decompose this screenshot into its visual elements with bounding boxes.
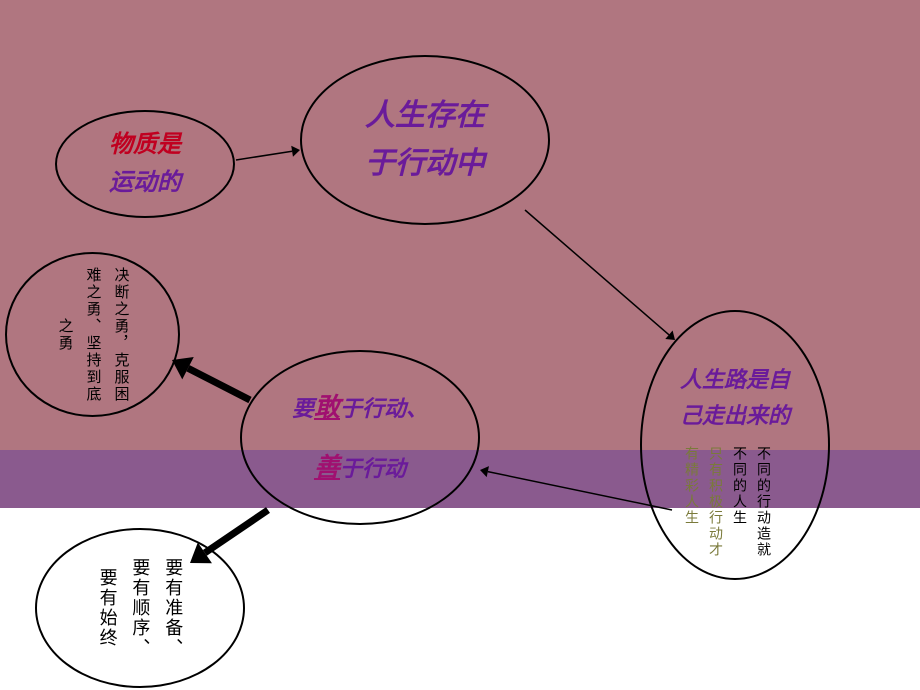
node-courage-types: 决断之勇，克服困难之勇、坚持到底之勇 [5,252,180,417]
node-line: 己走出来的 [680,398,790,433]
node-line: 物质是 [109,126,181,164]
node-line: 要敢于行动、 [292,387,428,429]
node-life-exists-in-action: 人生存在 于行动中 [300,55,550,225]
node-line: 人生路是自 [680,362,790,397]
node-line: 于行动中 [365,140,485,188]
vertical-text-column: 要有始终 [93,558,122,658]
node-matter-is-motion: 物质是 运动的 [55,110,235,218]
node-top-block: 人生路是自 己走出来的 [680,362,790,432]
node-line: 人生存在 [365,92,485,140]
vertical-text-column: 之勇 [53,267,77,403]
vertical-text-column: 有精彩人生 [680,446,700,558]
node-dare-good-at-action: 要敢于行动、 善于行动 [240,350,480,525]
vertical-text-column: 要有顺序、 [126,558,155,658]
node-prepare-order-finish: 要有准备、要有顺序、要有始终 [35,528,245,688]
node-courage-text: 决断之勇，克服困难之勇、坚持到底之勇 [53,267,133,403]
text-run: 善 [314,453,340,482]
node-line: 善于行动 [314,447,406,489]
vertical-text-column: 难之勇、坚持到底 [81,267,105,403]
vertical-text-column: 要有准备、 [158,558,187,658]
text-run: 于行动、 [340,396,428,421]
text-run: 敢 [314,393,340,422]
text-run: 要 [292,396,314,421]
vertical-text-column: 决断之勇，克服困 [109,267,133,403]
node-line: 运动的 [109,164,181,202]
vertical-text-column: 只有积极行动才 [704,446,724,558]
node-prepare-text: 要有准备、要有顺序、要有始终 [93,558,187,658]
vertical-text-column: 不同的人生 [728,446,748,558]
text-run: 于行动 [340,456,406,481]
vertical-text-column: 不同的行动造就 [752,446,772,558]
node-life-path-subtext: 不同的行动造就不同的人生只有积极行动才有精彩人生 [680,446,772,558]
